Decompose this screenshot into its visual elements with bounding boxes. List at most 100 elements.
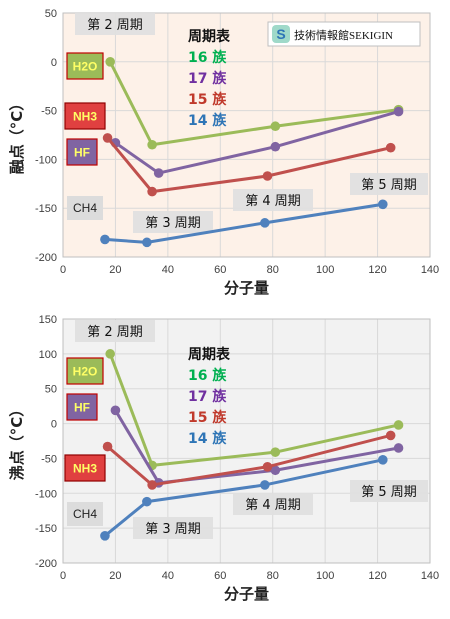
x-axis-title: 分子量 (224, 279, 269, 297)
data-point (147, 186, 157, 197)
x-tick-label: 80 (267, 570, 279, 582)
x-tick-label: 100 (316, 264, 334, 276)
series-line-0 (108, 353, 399, 467)
x-tick-label: 60 (214, 264, 226, 276)
y-tick-label: 0 (51, 419, 57, 431)
legend-entry: 16 族 (188, 49, 227, 66)
data-point (147, 139, 157, 150)
plot-border (62, 318, 431, 564)
y-axis-title: 融点（°C） (8, 96, 26, 175)
data-point (393, 420, 404, 430)
data-point (270, 447, 281, 457)
y-tick-label: 150 (39, 314, 57, 326)
plot-border (62, 12, 431, 258)
x-tick-label: 0 (60, 264, 66, 276)
data-point (270, 121, 281, 132)
h2o-badge: H2O (66, 357, 104, 385)
period5-label: 第 5 周期 (350, 173, 428, 195)
period2-label: 第 2 周期 (75, 13, 155, 35)
data-point (105, 349, 115, 359)
series-line-3 (104, 202, 384, 244)
h2o-badge-text: H2O (73, 60, 98, 74)
nh3-badge: NH3 (64, 102, 106, 130)
ch4-text: CH4 (73, 507, 97, 521)
period2-text: 第 2 周期 (87, 18, 143, 33)
data-point (270, 141, 281, 152)
data-point (385, 142, 396, 153)
x-tick-label: 100 (316, 570, 334, 582)
period5-text: 第 5 周期 (361, 178, 417, 193)
period3-box (133, 211, 213, 233)
x-tick-label: 120 (368, 264, 386, 276)
legend-entry: 14 族 (188, 112, 227, 129)
period4-text: 第 4 周期 (245, 194, 301, 209)
data-point (393, 443, 404, 453)
data-point (378, 199, 388, 210)
data-point (393, 106, 404, 117)
hf-badge-box (66, 393, 98, 421)
y-tick-label: -150 (35, 523, 57, 535)
series-line-2 (106, 433, 392, 487)
period2-label: 第 2 周期 (75, 320, 155, 342)
x-axis-title: 分子量 (224, 585, 269, 603)
site-logo: S 技術情報館SEKIGIN (267, 21, 421, 47)
ch4-box (67, 196, 103, 220)
data-point (153, 168, 164, 178)
h2o-badge-box (66, 357, 104, 385)
legend-entry: 15 族 (188, 91, 227, 108)
period2-box (75, 13, 155, 35)
ch4-box (67, 502, 103, 526)
hf-badge: HF (66, 138, 98, 166)
nh3-badge-box (64, 454, 106, 482)
x-tick-label: 20 (109, 570, 121, 582)
period4-text: 第 4 周期 (245, 498, 301, 513)
legend-entry: 17 族 (188, 388, 227, 405)
period3-label: 第 3 周期 (133, 517, 213, 539)
x-tick-label: 140 (421, 570, 439, 582)
y-tick-label: -100 (35, 154, 57, 166)
period2-text: 第 2 周期 (87, 325, 143, 340)
legend-entry: 17 族 (188, 70, 227, 87)
data-point (260, 218, 270, 228)
h2o-badge: H2O (66, 52, 104, 80)
data-point (262, 461, 273, 472)
hf-badge-box (66, 138, 98, 166)
data-point (100, 234, 110, 245)
legend-entry: 15 族 (188, 409, 227, 426)
period3-text: 第 3 周期 (145, 522, 201, 537)
logo-text: 技術情報館SEKIGIN (294, 28, 393, 42)
plot-area (63, 13, 430, 257)
data-point (105, 57, 115, 67)
data-point (260, 480, 270, 490)
period5-text: 第 5 周期 (361, 485, 417, 500)
y-axis-title: 沸点（°C） (8, 402, 26, 481)
data-point (262, 171, 273, 181)
series-line-1 (114, 110, 399, 175)
h2o-badge-text: H2O (73, 365, 98, 379)
period4-box (233, 189, 313, 211)
y-tick-label: -50 (41, 106, 57, 118)
x-tick-label: 60 (214, 570, 226, 582)
data-point (100, 531, 110, 541)
data-point (102, 133, 113, 143)
data-point (142, 496, 152, 507)
x-tick-label: 20 (109, 264, 121, 276)
legend-entry: 14 族 (188, 430, 227, 447)
x-tick-label: 40 (162, 264, 174, 276)
period3-text: 第 3 周期 (145, 216, 201, 231)
y-tick-label: -50 (41, 453, 57, 465)
ch4-label: CH4 (67, 502, 103, 526)
logo-box (267, 21, 421, 47)
data-point (385, 430, 396, 441)
data-point (270, 465, 281, 476)
x-tick-label: 120 (368, 570, 386, 582)
x-tick-label: 140 (421, 264, 439, 276)
nh3-badge-box (64, 102, 106, 130)
period4-box (233, 493, 313, 515)
y-tick-label: 50 (45, 8, 57, 20)
period2-box (75, 320, 155, 342)
data-point (147, 480, 157, 490)
y-tick-label: 50 (45, 384, 57, 396)
